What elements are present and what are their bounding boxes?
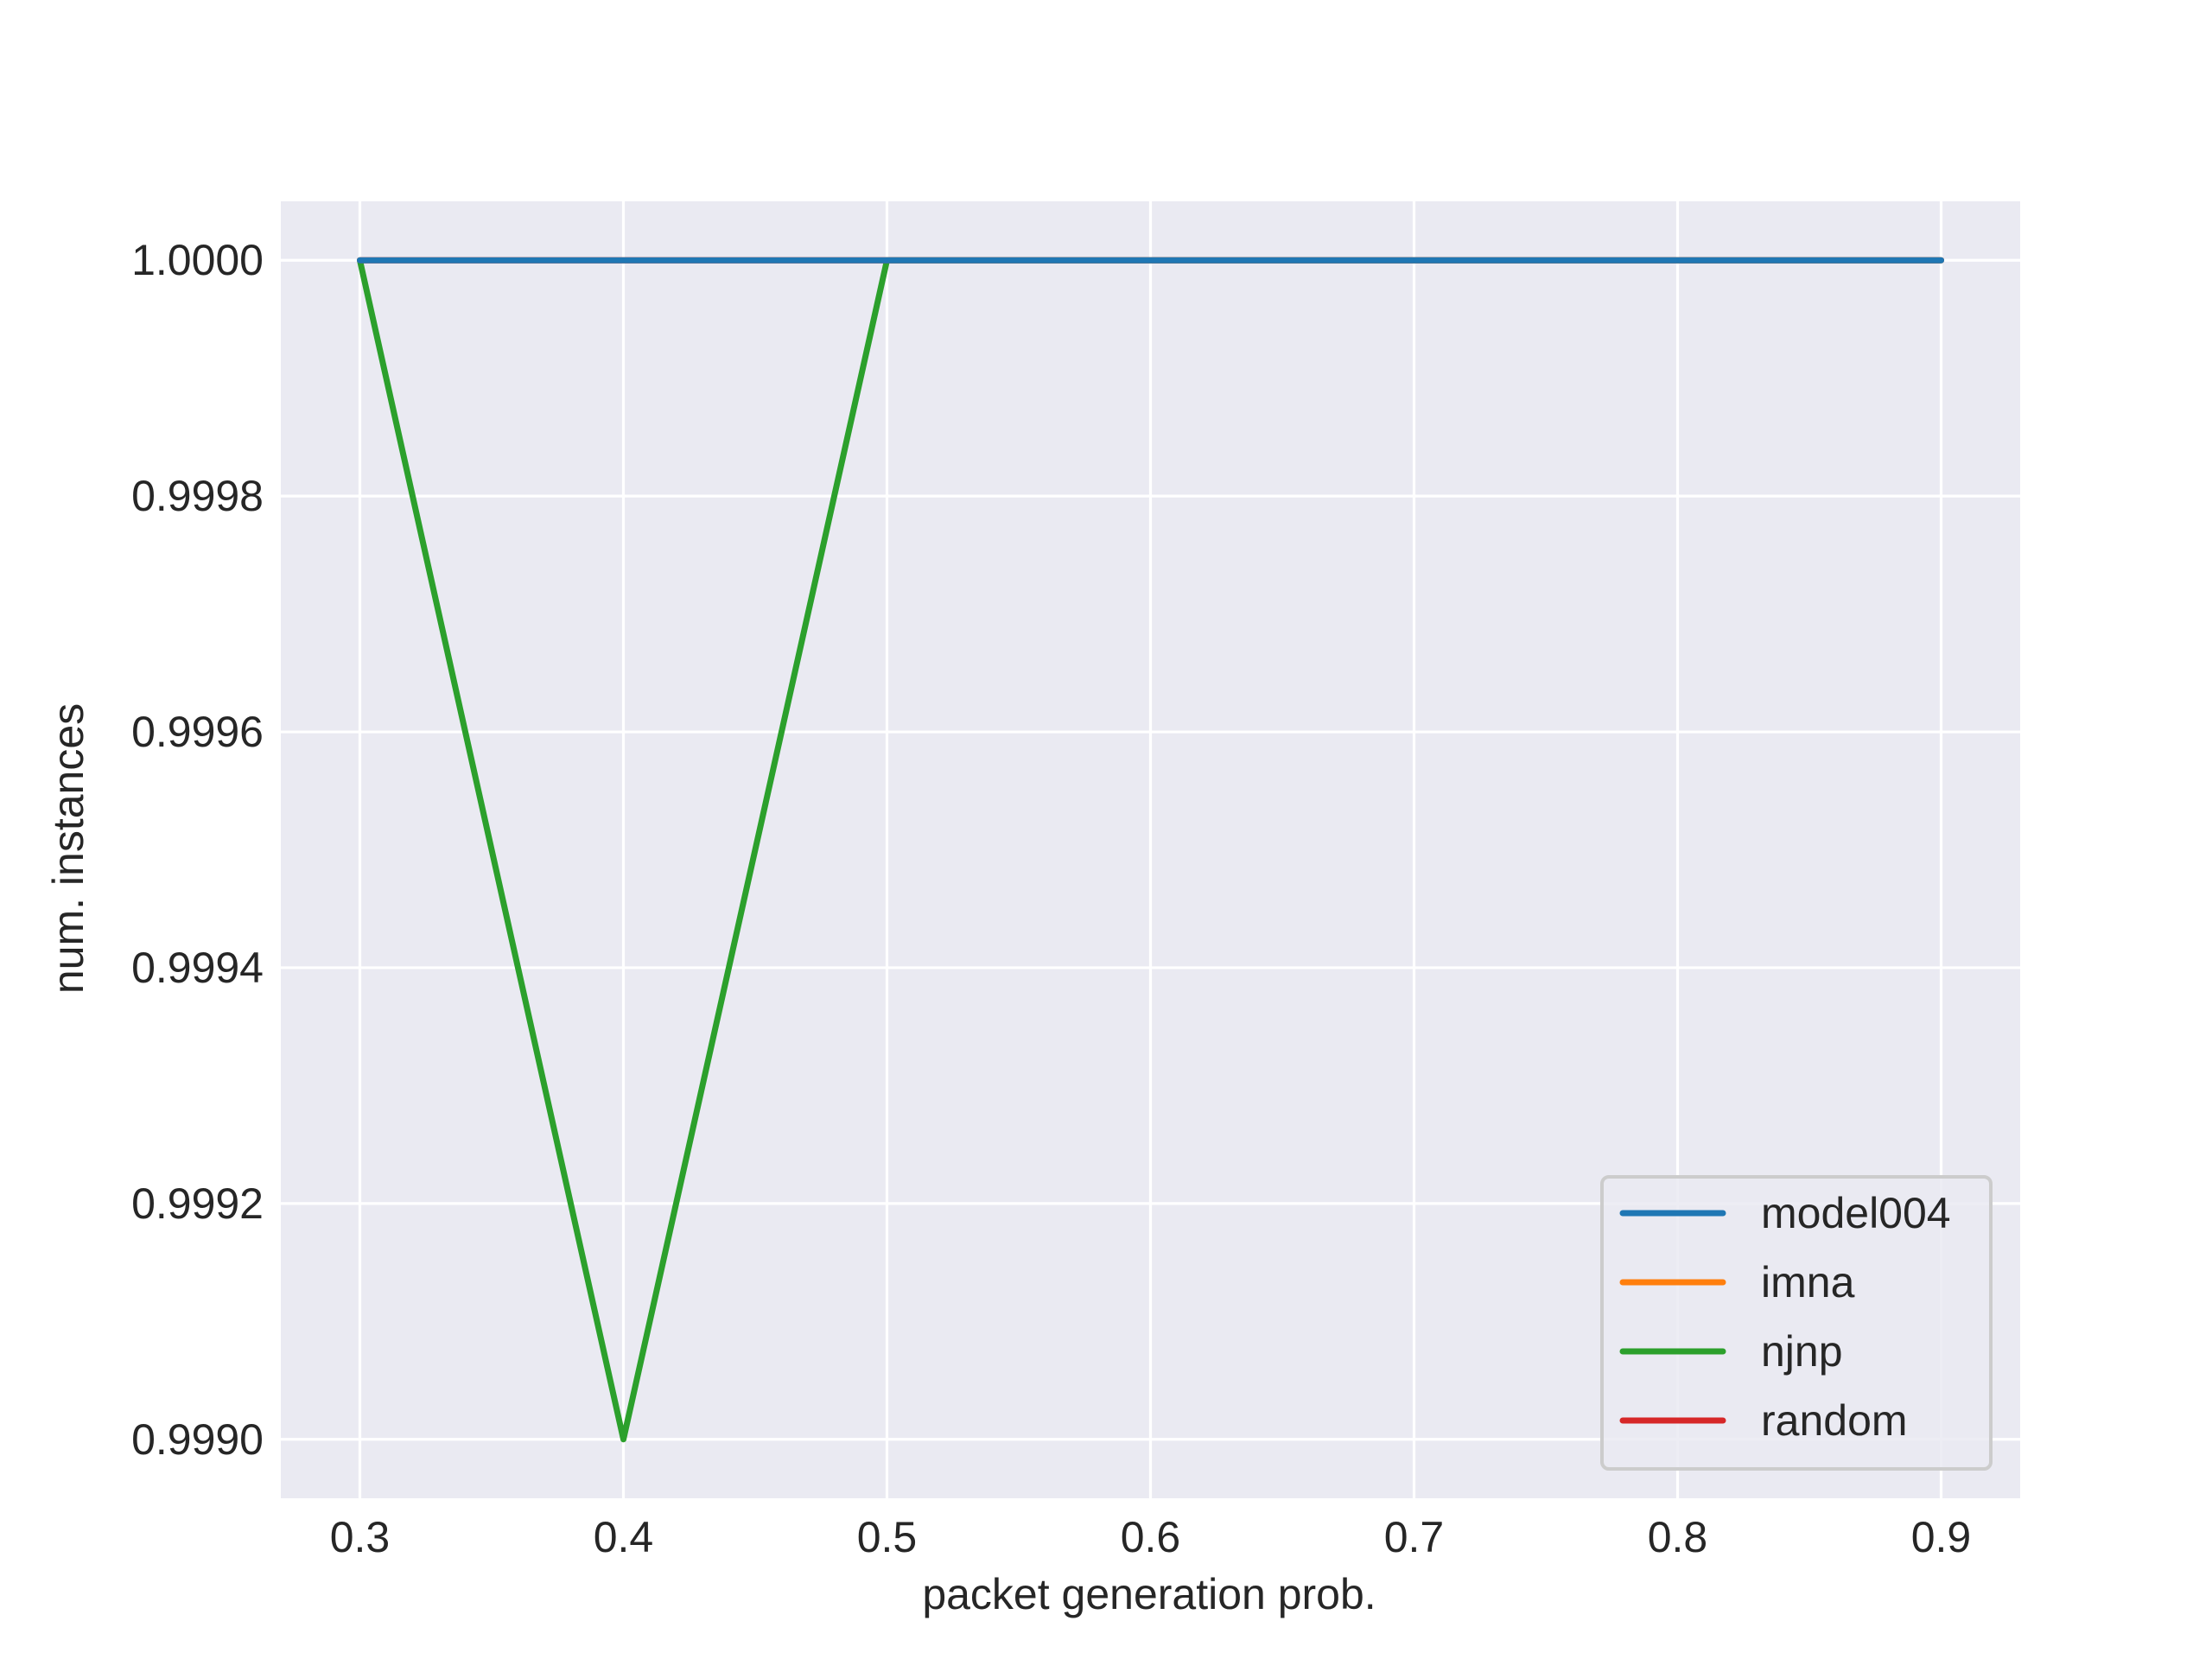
- x-tick-label: 0.9: [1911, 1513, 1972, 1561]
- legend-label-model004: model004: [1761, 1189, 1951, 1237]
- legend: model004 imna njnp random: [1600, 1175, 1993, 1471]
- x-tick-label: 0.7: [1384, 1513, 1445, 1561]
- y-tick-label: 0.9992: [131, 1179, 264, 1228]
- series-lines: [357, 257, 1944, 1443]
- y-tick-label: 0.9990: [131, 1415, 264, 1464]
- x-axis-ticks: 0.3 0.4 0.5 0.6 0.7 0.8 0.9: [330, 1513, 1972, 1561]
- legend-label-njnp: njnp: [1761, 1327, 1843, 1376]
- y-axis-ticks: 0.9990 0.9992 0.9994 0.9996 0.9998 1.0000: [131, 236, 264, 1464]
- legend-label-imna: imna: [1761, 1258, 1855, 1306]
- y-tick-label: 0.9996: [131, 708, 264, 756]
- y-axis-label: num. instances: [44, 703, 92, 994]
- legend-frame: [1600, 1175, 1993, 1471]
- x-axis-label: packet generation prob.: [922, 1570, 1376, 1618]
- y-tick-label: 1.0000: [131, 236, 264, 284]
- x-tick-label: 0.6: [1121, 1513, 1181, 1561]
- legend-label-random: random: [1761, 1396, 1908, 1445]
- x-tick-label: 0.3: [330, 1513, 391, 1561]
- x-tick-label: 0.4: [594, 1513, 654, 1561]
- y-tick-label: 0.9998: [131, 472, 264, 520]
- x-tick-label: 0.5: [857, 1513, 918, 1561]
- x-tick-label: 0.8: [1648, 1513, 1708, 1561]
- y-tick-label: 0.9994: [131, 944, 264, 992]
